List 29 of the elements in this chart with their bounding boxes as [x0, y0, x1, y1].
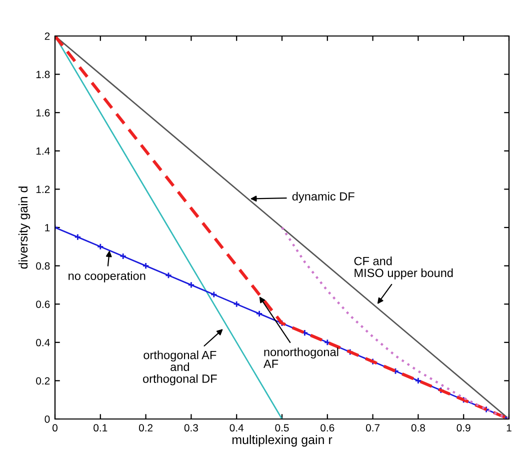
- y-tick-label: 1: [45, 224, 50, 232]
- y-tick-label: 1.4: [36, 148, 50, 155]
- x-tick-label: 0.3: [184, 424, 198, 432]
- y-axis-title: diversity gain d: [18, 186, 30, 269]
- y-tick-label: 0.6: [36, 300, 50, 308]
- y-tick-label: 1.2: [36, 186, 50, 193]
- x-tick-label: 1: [506, 424, 512, 432]
- y-tick-label: 2: [44, 32, 50, 40]
- annotation: nonorthogonal AF: [263, 348, 338, 368]
- annotation: CF and MISO upper bound: [354, 256, 453, 280]
- y-tick-label: 1.6: [36, 109, 50, 116]
- x-tick-label: 0.9: [456, 424, 470, 432]
- x-axis-title: multiplexing gain r: [232, 434, 332, 447]
- y-tick-label: 0.2: [36, 377, 50, 385]
- y-tick-label: 0: [44, 416, 50, 423]
- annotation: orthogonal AF and orthogonal DF: [143, 350, 217, 386]
- x-tick-label: 0.1: [94, 424, 108, 432]
- x-tick-label: 0: [52, 424, 58, 432]
- y-tick-label: 0.8: [36, 262, 50, 270]
- y-tick-label: 0.4: [36, 338, 50, 346]
- annotation: dynamic DF: [292, 192, 354, 203]
- x-tick-label: 0.2: [138, 424, 153, 432]
- x-tick-label: 0.8: [411, 424, 425, 432]
- x-tick-label: 0.4: [230, 424, 244, 432]
- y-tick-label: 1.8: [36, 70, 50, 78]
- x-tick-label: 0.7: [366, 424, 380, 432]
- x-tick-label: 0.6: [320, 424, 334, 432]
- x-tick-label: 0.5: [275, 424, 289, 432]
- annotation: no cooperation: [68, 271, 146, 282]
